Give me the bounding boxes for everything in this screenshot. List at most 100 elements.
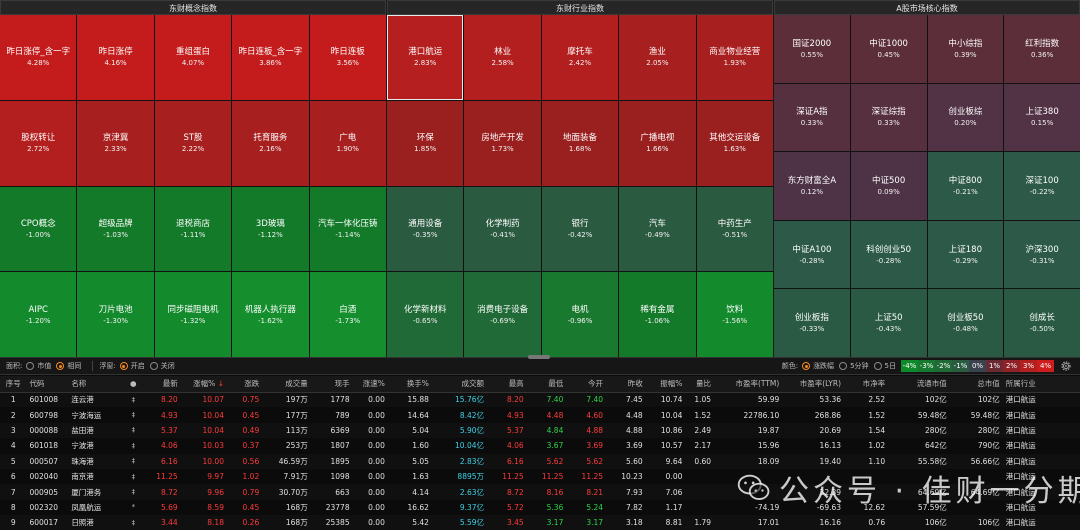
heatmap-cell[interactable]: 深证100 -0.22%	[1004, 152, 1080, 220]
heatmap-cell[interactable]: 上证380 0.15%	[1004, 83, 1080, 152]
heatmap-cell[interactable]: 红利指数 0.36%	[1004, 15, 1080, 83]
heatmap-cell[interactable]: 昨日涨停 4.16%	[77, 15, 154, 100]
color-change-radio[interactable]: 涨跌幅	[802, 361, 834, 371]
color-5min-radio[interactable]: 5分钟	[839, 361, 869, 371]
heatmap-cell[interactable]: 电机 -0.96%	[541, 272, 619, 357]
column-header[interactable]: 昨收	[606, 376, 646, 393]
heatmap-cell[interactable]: 沪深300 -0.31%	[1004, 220, 1080, 289]
heatmap-cell[interactable]: 商业物业经营 1.93%	[696, 15, 773, 100]
column-header[interactable]: 最低	[526, 376, 567, 393]
heatmap-cell[interactable]: 创业板综 0.20%	[927, 83, 1004, 152]
heatmap-cell[interactable]: 稀有金属 -1.06%	[619, 272, 696, 357]
heatmap-cell[interactable]: 广电 1.90%	[309, 100, 386, 186]
heatmap-cell[interactable]: 创业板50 -0.48%	[927, 289, 1004, 357]
heatmap-cell[interactable]: 退税商店 -1.11%	[154, 186, 232, 272]
table-row[interactable]: 8 002320 凤凰航运 * 5.69 8.59 0.45 168万 23778 0.00 16.…	[0, 500, 1080, 515]
heatmap-cell[interactable]: 上证180 -0.29%	[927, 220, 1004, 289]
column-header[interactable]: 市净率	[844, 376, 889, 393]
column-header[interactable]: 代码	[26, 376, 69, 393]
heatmap-cell[interactable]: 创业板指 -0.33%	[774, 289, 850, 357]
heatmap-cell[interactable]: 中证500 0.09%	[850, 152, 927, 220]
resize-handle[interactable]	[528, 355, 550, 359]
column-header[interactable]: 涨跌	[226, 376, 263, 393]
heatmap-cell[interactable]: 通用设备 -0.35%	[387, 186, 464, 272]
heatmap-cell[interactable]: 其他交运设备 1.63%	[696, 100, 773, 186]
column-header[interactable]: 量比	[685, 376, 715, 393]
column-header[interactable]: 市盈率(LYR)	[782, 376, 845, 393]
heatmap-cell[interactable]: 昨日连板_含一字 3.86%	[232, 15, 309, 100]
heatmap-cell[interactable]: 化学新材料 -0.65%	[387, 272, 464, 357]
float-on-radio[interactable]: 开启	[119, 361, 145, 371]
heatmap-cell[interactable]: 渔业 2.05%	[619, 15, 696, 100]
heatmap-cell[interactable]: 上证50 -0.43%	[850, 289, 927, 357]
column-header[interactable]: 成交额	[431, 376, 488, 393]
heatmap-cell[interactable]: 汽车 -0.49%	[619, 186, 696, 272]
column-header[interactable]: 涨速%	[352, 376, 388, 393]
table-row[interactable]: 2 600798 宁波海运 ‡ 4.93 10.04 0.45 177万 789 0.00 14.6…	[0, 407, 1080, 422]
heatmap-cell[interactable]: 国证2000 0.55%	[774, 15, 850, 83]
heatmap-cell[interactable]: 港口航运 2.83%	[387, 15, 464, 100]
heatmap-cell[interactable]: 饮料 -1.56%	[696, 272, 773, 357]
heatmap-cell[interactable]: 中小综指 0.39%	[927, 15, 1004, 83]
area-equal-radio[interactable]: 相同	[56, 361, 81, 371]
heatmap-cell[interactable]: 刀片电池 -1.30%	[77, 272, 154, 357]
table-row[interactable]: 1 601008 连云港 ‡ 8.20 10.07 0.75 197万 1778 0.00 15.8…	[0, 392, 1080, 408]
column-header[interactable]: 成交量	[262, 376, 311, 393]
column-header[interactable]: 最新	[143, 376, 181, 393]
color-5day-radio[interactable]: 5日	[873, 361, 896, 371]
table-row[interactable]: 7 000905 厦门港务 ‡ 8.72 9.96 0.79 30.70万 663 0.00 4.1…	[0, 484, 1080, 500]
heatmap-cell[interactable]: 深证综指 0.33%	[850, 83, 927, 152]
heatmap-cell[interactable]: 摩托车 2.42%	[541, 15, 619, 100]
heatmap-cell[interactable]: 京津冀 2.33%	[77, 100, 154, 186]
heatmap-cell[interactable]: 白酒 -1.73%	[309, 272, 386, 357]
heatmap-cell[interactable]: 深证A指 0.33%	[774, 83, 850, 152]
column-header[interactable]: 市盈率(TTM)	[714, 376, 783, 393]
heatmap-cell[interactable]: 东方财富全A 0.12%	[774, 152, 850, 220]
heatmap-cell[interactable]: 消费电子设备 -0.69%	[464, 272, 541, 357]
column-header[interactable]: 振幅%	[645, 376, 686, 393]
heatmap-cell[interactable]: 昨日连板 3.56%	[309, 15, 386, 100]
column-header[interactable]: 所属行业	[1002, 376, 1080, 393]
column-header[interactable]: 涨幅% ↓	[180, 376, 227, 393]
column-header[interactable]: 最高	[487, 376, 527, 393]
column-header[interactable]: 换手%	[387, 376, 432, 393]
heatmap-cell[interactable]: 银行 -0.42%	[541, 186, 619, 272]
column-header[interactable]: 现手	[310, 376, 353, 393]
float-off-radio[interactable]: 关闭	[149, 361, 175, 371]
area-market-cap-radio[interactable]: 市值	[26, 361, 51, 371]
heatmap-cell[interactable]: 托育服务 2.16%	[232, 100, 309, 186]
heatmap-cell[interactable]: 林业 2.58%	[464, 15, 541, 100]
heatmap-cell[interactable]: 广播电视 1.66%	[619, 100, 696, 186]
heatmap-cell[interactable]: 化学制药 -0.41%	[464, 186, 541, 272]
heatmap-cell[interactable]: 机器人执行器 -1.62%	[232, 272, 309, 357]
column-header[interactable]: 流通市值	[888, 376, 950, 393]
column-header[interactable]: 序号	[0, 376, 27, 393]
heatmap-cell[interactable]: 超级品牌 -1.03%	[77, 186, 154, 272]
column-header[interactable]: 名称	[68, 376, 124, 393]
heatmap-cell[interactable]: CPO概念 -1.00%	[0, 186, 77, 272]
heatmap-cell[interactable]: 中证A100 -0.28%	[774, 220, 850, 289]
gear-icon[interactable]	[1060, 360, 1072, 372]
table-row[interactable]: 9 600017 日照港 ‡ 3.44 8.18 0.26 168万 25385 0.00 5.42…	[0, 515, 1080, 530]
table-row[interactable]: 4 601018 宁波港 ‡ 4.06 10.03 0.37 253万 1807 0.00 1.60…	[0, 438, 1080, 453]
column-header[interactable]: ●	[123, 376, 144, 393]
heatmap-cell[interactable]: 股权转让 2.72%	[0, 100, 77, 186]
heatmap-cell[interactable]: 同步磁阻电机 -1.32%	[154, 272, 232, 357]
heatmap-cell[interactable]: AIPC -1.20%	[0, 272, 77, 357]
column-header[interactable]: 总市值	[949, 376, 1003, 393]
table-row[interactable]: 3 000088 盐田港 ‡ 5.37 10.04 0.49 113万 6369 0.00 5.04…	[0, 422, 1080, 439]
heatmap-cell[interactable]: 中药生产 -0.51%	[696, 186, 773, 272]
heatmap-cell[interactable]: 创成长 -0.50%	[1004, 289, 1080, 357]
heatmap-cell[interactable]: 科创创业50 -0.28%	[850, 220, 927, 289]
heatmap-cell[interactable]: 房地产开发 1.73%	[464, 100, 541, 186]
column-header[interactable]: 今开	[566, 376, 607, 393]
heatmap-cell[interactable]: 地面装备 1.68%	[541, 100, 619, 186]
table-row[interactable]: 5 000507 珠海港 ‡ 6.16 10.00 0.56 46.59万 1895 0.00 5.…	[0, 453, 1080, 469]
heatmap-cell[interactable]: 环保 1.85%	[387, 100, 464, 186]
heatmap-cell[interactable]: 中证800 -0.21%	[927, 152, 1004, 220]
heatmap-cell[interactable]: 重组蛋白 4.07%	[154, 15, 232, 100]
table-row[interactable]: 6 002040 南京港 ‡ 11.25 9.97 1.02 7.91万 1098 0.00 1.6…	[0, 469, 1080, 484]
heatmap-cell[interactable]: 3D玻璃 -1.12%	[232, 186, 309, 272]
heatmap-cell[interactable]: 中证1000 0.45%	[850, 15, 927, 83]
heatmap-cell[interactable]: 汽车一体化压铸 -1.14%	[309, 186, 386, 272]
